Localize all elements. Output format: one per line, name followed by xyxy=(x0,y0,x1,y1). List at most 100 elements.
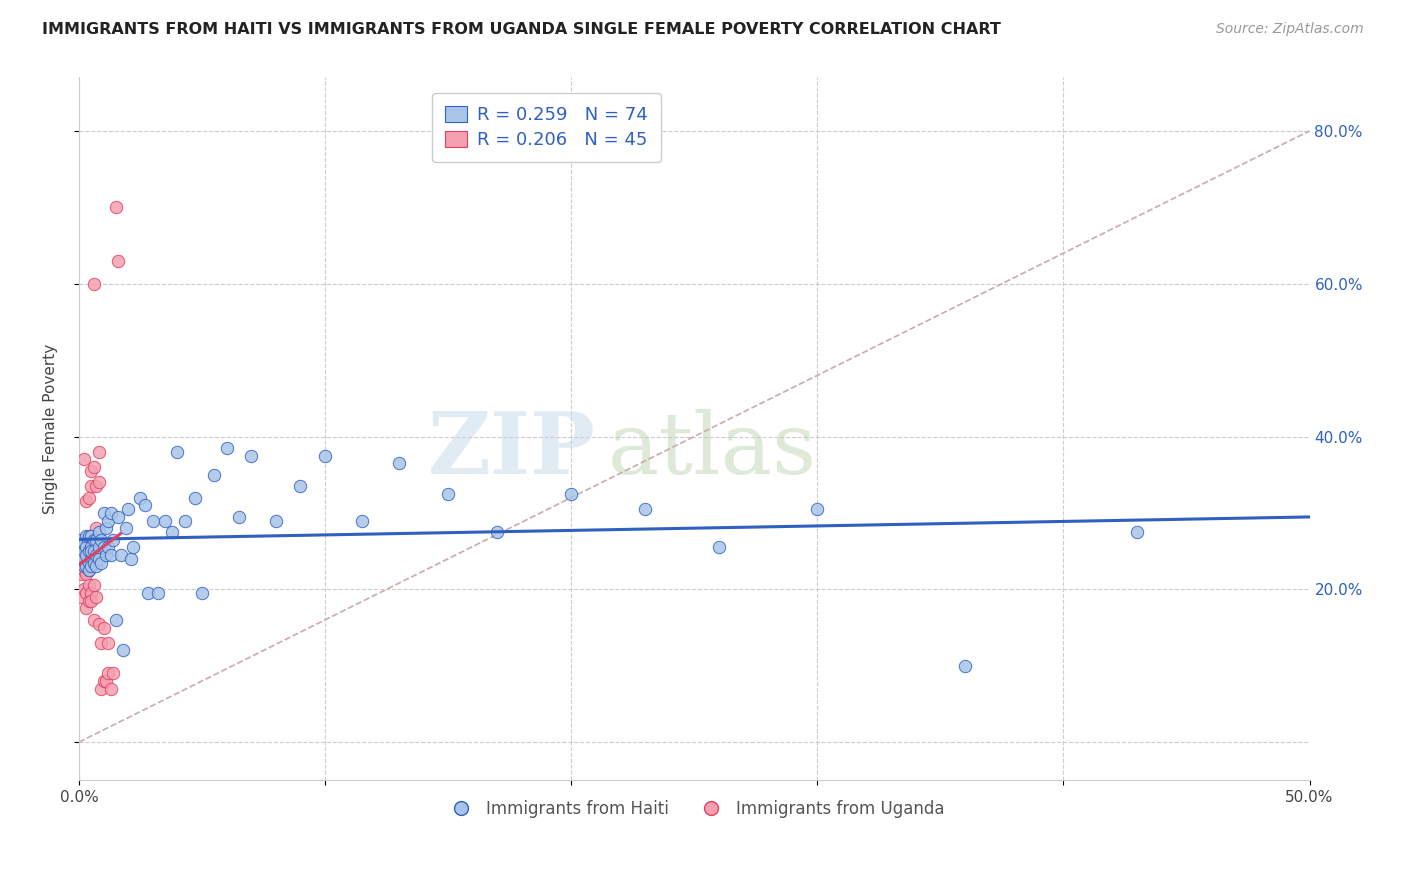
Point xyxy=(73,541,96,555)
Point xyxy=(136,586,159,600)
Text: Source: ZipAtlas.com: Source: ZipAtlas.com xyxy=(1216,22,1364,37)
Point xyxy=(350,514,373,528)
Point xyxy=(97,666,120,681)
Point xyxy=(77,556,100,570)
Point xyxy=(388,456,411,470)
Point xyxy=(83,544,105,558)
Point xyxy=(100,681,122,696)
Point xyxy=(93,506,115,520)
Point xyxy=(134,498,156,512)
Point xyxy=(146,586,169,600)
Point xyxy=(90,533,112,547)
Point xyxy=(80,586,103,600)
Point xyxy=(75,548,97,562)
Point xyxy=(83,533,105,547)
Point xyxy=(75,529,97,543)
Point xyxy=(104,613,127,627)
Legend: Immigrants from Haiti, Immigrants from Uganda: Immigrants from Haiti, Immigrants from U… xyxy=(437,793,950,825)
Point xyxy=(1126,524,1149,539)
Point xyxy=(75,494,97,508)
Point xyxy=(117,502,139,516)
Point xyxy=(707,541,730,555)
Point xyxy=(70,567,93,582)
Point xyxy=(77,563,100,577)
Point xyxy=(77,491,100,505)
Point xyxy=(75,556,97,570)
Point xyxy=(75,567,97,582)
Point xyxy=(90,556,112,570)
Point xyxy=(73,563,96,577)
Text: ZIP: ZIP xyxy=(427,408,596,492)
Point xyxy=(73,582,96,597)
Point xyxy=(73,544,96,558)
Point xyxy=(107,509,129,524)
Point xyxy=(437,487,460,501)
Point xyxy=(103,533,125,547)
Point xyxy=(112,643,135,657)
Point xyxy=(486,524,509,539)
Text: IMMIGRANTS FROM HAITI VS IMMIGRANTS FROM UGANDA SINGLE FEMALE POVERTY CORRELATIO: IMMIGRANTS FROM HAITI VS IMMIGRANTS FROM… xyxy=(42,22,1001,37)
Point xyxy=(114,521,136,535)
Point xyxy=(75,533,97,547)
Point xyxy=(228,509,250,524)
Point xyxy=(70,590,93,604)
Point xyxy=(84,548,107,562)
Point xyxy=(80,594,103,608)
Point xyxy=(87,524,110,539)
Point xyxy=(83,613,105,627)
Point xyxy=(77,594,100,608)
Point xyxy=(84,479,107,493)
Point xyxy=(80,464,103,478)
Point xyxy=(87,444,110,458)
Point xyxy=(202,467,225,482)
Point xyxy=(83,556,105,570)
Point xyxy=(162,524,184,539)
Point xyxy=(120,551,142,566)
Point xyxy=(77,578,100,592)
Point xyxy=(953,658,976,673)
Point xyxy=(264,514,287,528)
Point xyxy=(104,200,127,214)
Point xyxy=(80,529,103,543)
Point xyxy=(73,559,96,574)
Point xyxy=(83,277,105,291)
Point xyxy=(100,548,122,562)
Point xyxy=(93,620,115,634)
Point xyxy=(129,491,152,505)
Point xyxy=(70,533,93,547)
Point xyxy=(87,475,110,490)
Point xyxy=(806,502,828,516)
Point xyxy=(84,590,107,604)
Point xyxy=(80,544,103,558)
Point xyxy=(75,541,97,555)
Point xyxy=(87,541,110,555)
Point xyxy=(153,514,176,528)
Point xyxy=(77,544,100,558)
Point xyxy=(84,521,107,535)
Point xyxy=(87,551,110,566)
Point xyxy=(73,452,96,467)
Point xyxy=(75,601,97,615)
Point xyxy=(94,548,117,562)
Point xyxy=(90,636,112,650)
Point xyxy=(314,449,336,463)
Point xyxy=(97,541,120,555)
Point xyxy=(84,533,107,547)
Point xyxy=(93,541,115,555)
Point xyxy=(83,460,105,475)
Point xyxy=(103,666,125,681)
Point xyxy=(77,563,100,577)
Point xyxy=(80,551,103,566)
Y-axis label: Single Female Poverty: Single Female Poverty xyxy=(44,343,58,514)
Point xyxy=(90,681,112,696)
Point xyxy=(94,521,117,535)
Point xyxy=(240,449,263,463)
Point xyxy=(84,559,107,574)
Point xyxy=(142,514,165,528)
Point xyxy=(80,541,103,555)
Point xyxy=(173,514,195,528)
Point xyxy=(215,441,238,455)
Point xyxy=(290,479,312,493)
Point xyxy=(70,533,93,547)
Point xyxy=(93,673,115,688)
